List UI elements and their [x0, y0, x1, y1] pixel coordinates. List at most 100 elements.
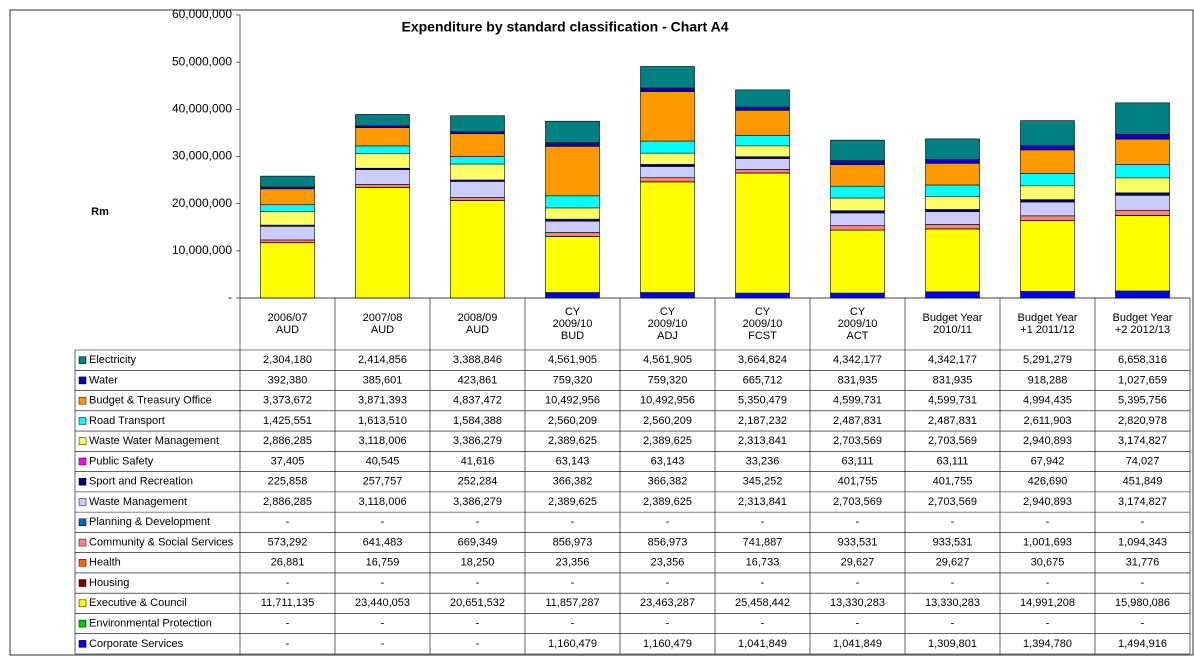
table-value: 14,991,208 — [1020, 597, 1075, 609]
bar-segment — [450, 200, 505, 299]
table-value: 831,935 — [838, 374, 878, 386]
table-value: 1,160,479 — [548, 638, 597, 650]
bar-segment — [545, 120, 600, 144]
table-value: - — [1141, 577, 1145, 589]
bar-segment — [1020, 291, 1075, 299]
table-value: 345,252 — [743, 476, 783, 488]
table-value: 2,886,285 — [263, 496, 312, 508]
y-tick-label: 20,000,000 — [172, 196, 232, 210]
table-value: 3,373,672 — [263, 395, 312, 407]
bar-segment — [355, 153, 410, 169]
legend-label: Executive & Council — [89, 597, 187, 609]
bar-segment — [450, 163, 505, 181]
x-tick-label: +1 2011/12 — [1020, 324, 1075, 336]
table-value: 29,627 — [841, 557, 875, 569]
table-value: - — [476, 618, 480, 630]
table-value: 3,118,006 — [358, 496, 406, 508]
table-value: 4,599,731 — [833, 395, 882, 407]
bar-segment — [1020, 215, 1075, 221]
bar-segment — [735, 172, 790, 294]
table-value: - — [856, 618, 860, 630]
table-value: 2,703,569 — [928, 496, 977, 508]
table-value: 918,288 — [1028, 374, 1068, 386]
table-value: - — [761, 577, 765, 589]
table-value: 63,143 — [556, 455, 590, 467]
table-value: 392,380 — [268, 374, 308, 386]
table-value: 741,887 — [743, 536, 783, 548]
table-value: 25,458,442 — [735, 597, 790, 609]
table-value: 3,386,279 — [453, 435, 502, 447]
table-value: - — [1046, 516, 1050, 528]
table-value: 856,973 — [648, 536, 688, 548]
bar-segment — [1020, 220, 1075, 292]
table-value: 759,320 — [553, 374, 593, 386]
table-value: - — [286, 618, 290, 630]
table-value: 3,174,827 — [1118, 496, 1167, 508]
table-value: 41,616 — [461, 455, 495, 467]
bar-segment — [830, 197, 885, 212]
table-value: 15,980,086 — [1115, 597, 1170, 609]
x-tick-label: Budget Year — [1018, 312, 1078, 324]
legend-swatch — [78, 538, 87, 547]
table-value: 933,531 — [838, 536, 878, 548]
bar-segment — [355, 187, 410, 299]
bar-segment — [545, 142, 600, 147]
table-value: 1,425,551 — [263, 415, 312, 427]
bar-segment — [640, 181, 695, 293]
bar-segment — [1115, 215, 1170, 292]
bar-segment — [545, 232, 600, 237]
table-value: - — [571, 516, 575, 528]
table-value: 385,601 — [363, 374, 403, 386]
table-value: 2,389,625 — [548, 435, 597, 447]
bar-segment — [640, 87, 695, 92]
table-value: - — [666, 516, 670, 528]
table-value: 5,291,279 — [1023, 354, 1072, 366]
table-value: - — [951, 618, 955, 630]
bar-segment — [925, 159, 980, 164]
bar-segment — [355, 169, 410, 185]
x-tick-label: BUD — [561, 330, 584, 342]
table-value: 2,414,856 — [358, 354, 407, 366]
table-value: 2,886,285 — [263, 435, 312, 447]
table-value: 2,487,831 — [833, 415, 882, 427]
table-value: 1,160,479 — [643, 638, 692, 650]
table-value: 426,690 — [1028, 476, 1068, 488]
table-value: 1,394,780 — [1023, 638, 1072, 650]
bar-segment — [260, 211, 315, 226]
bar-segment — [1115, 133, 1170, 140]
table-value: - — [381, 618, 385, 630]
table-value: 1,309,801 — [928, 638, 977, 650]
table-value: 2,389,625 — [643, 435, 692, 447]
table-value: 6,658,316 — [1118, 354, 1167, 366]
table-value: 63,111 — [936, 455, 968, 467]
bar-segment — [735, 169, 790, 174]
legend-label: Electricity — [89, 354, 137, 366]
bar-segment — [450, 197, 505, 201]
table-value: - — [476, 638, 480, 650]
table-value: 4,994,435 — [1023, 395, 1072, 407]
bar-segment — [545, 207, 600, 220]
table-value: 641,483 — [363, 536, 403, 548]
bar-segment — [1115, 194, 1170, 211]
table-value: 37,405 — [271, 455, 305, 467]
legend-swatch — [78, 599, 87, 608]
y-tick-label: 10,000,000 — [172, 243, 232, 257]
bar-segment — [925, 291, 980, 299]
legend-swatch — [78, 417, 87, 425]
bar-segment — [640, 140, 695, 154]
bar-segment — [1020, 199, 1075, 203]
table-value: 4,342,177 — [833, 354, 882, 366]
bar-segment — [830, 229, 885, 294]
bar-segment — [640, 91, 695, 142]
table-value: - — [381, 516, 385, 528]
legend-label: Community & Social Services — [89, 536, 234, 548]
legend-label: Corporate Services — [89, 638, 184, 650]
table-value: 1,041,849 — [833, 638, 882, 650]
x-tick-label: 2010/11 — [933, 324, 972, 336]
bar-segment — [355, 145, 410, 154]
table-value: 11,857,287 — [545, 597, 599, 609]
bar-segment — [545, 146, 600, 197]
bar-segment — [925, 224, 980, 230]
table-value: 451,849 — [1123, 476, 1163, 488]
table-value: - — [286, 516, 290, 528]
